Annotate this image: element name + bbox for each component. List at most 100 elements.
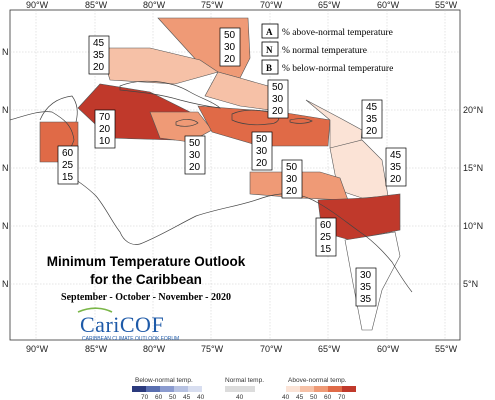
cb-normal (225, 386, 255, 392)
prob-n: 35 (390, 162, 402, 173)
lon-tick-bottom-90: 90°W (26, 344, 49, 354)
prob-b: 10 (99, 136, 111, 147)
prob-a: 60 (62, 148, 74, 159)
legend-b-letter: B (266, 63, 272, 73)
prob-a: 70 (99, 112, 111, 123)
puerto-rico-outline (289, 118, 313, 124)
map-title-line2: for the Caribbean (90, 272, 202, 287)
forecast-box-abc: 50 30 20 (281, 159, 303, 199)
lat-tick-left-2: N (2, 105, 9, 115)
south-america-outline (139, 193, 413, 293)
prob-a: 50 (286, 162, 298, 173)
legend-n-text: % normal temperature (282, 46, 367, 56)
cb-above-tick-5: 70 (338, 394, 346, 400)
prob-n: 30 (224, 42, 236, 53)
lon-tick-bottom-55: 55°W (435, 344, 458, 354)
prob-b: 20 (390, 174, 402, 185)
lon-tick-top-70: 70°W (260, 0, 283, 10)
prob-a: 45 (390, 150, 402, 161)
prob-n: 25 (320, 232, 332, 243)
cb-above-4 (328, 386, 342, 392)
prob-a: 50 (189, 138, 201, 149)
cb-above-tick-4: 60 (324, 394, 332, 400)
prob-b: 20 (256, 158, 268, 169)
lon-tick-bottom-85: 85°W (85, 344, 108, 354)
lon-ticks-top: 90°W 85°W 80°W 75°W 70°W 65°W 60°W 55°W (26, 0, 458, 10)
yucatan-outline (39, 95, 78, 123)
cb-below-tick-3: 50 (169, 394, 177, 400)
forecast-box-western-caribbean: 70 20 10 (94, 109, 116, 149)
lat-ticks-left: N N N N N (2, 47, 9, 289)
cb-below-tick-2: 60 (155, 394, 163, 400)
lat-tick-5: 5°N (463, 279, 478, 289)
cb-below-5 (188, 386, 202, 392)
forecast-box-trinidad: 60 25 15 (315, 217, 337, 257)
prob-b: 15 (320, 244, 332, 255)
colorbar-below-label: Below-normal temp. (135, 377, 193, 384)
cb-below-tick-4: 45 (183, 394, 191, 400)
lat-tick-left-3: N (2, 163, 9, 173)
lat-tick-10: 10°N (463, 221, 483, 231)
lon-tick-top-60: 60°W (377, 0, 400, 10)
prob-n: 30 (272, 94, 284, 105)
jamaica-outline (175, 119, 199, 127)
prob-b: 20 (189, 162, 201, 173)
lon-tick-top-55: 55°W (435, 0, 458, 10)
forecast-box-suriname: 30 35 35 (355, 267, 377, 307)
prob-n: 35 (366, 114, 378, 125)
cb-above-tick-1: 40 (282, 394, 290, 400)
cb-normal-tick: 40 (236, 394, 244, 400)
lon-tick-top-85: 85°W (85, 0, 108, 10)
lon-tick-top-75: 75°W (201, 0, 224, 10)
prob-n: 25 (62, 160, 74, 171)
forecast-box-windward: 45 35 20 (385, 147, 407, 187)
colorbar: Below-normal temp. Normal temp. Above-no… (132, 377, 356, 400)
forecast-box-leeward: 45 35 20 (361, 99, 383, 139)
lon-tick-bottom-80: 80°W (143, 344, 166, 354)
lon-tick-top-65: 65°W (318, 0, 341, 10)
cb-below-tick-1: 70 (141, 394, 149, 400)
lat-tick-15: 15°N (463, 163, 483, 173)
lon-tick-bottom-65: 65°W (318, 344, 341, 354)
prob-b: 20 (93, 62, 105, 73)
cb-below-tick-5: 40 (197, 394, 205, 400)
map-period: September - October - November - 2020 (61, 292, 231, 303)
lat-tick-left-5: N (2, 279, 9, 289)
colorbar-above-label: Above-normal temp. (288, 377, 347, 384)
prob-n: 30 (256, 146, 268, 157)
lon-tick-top-90: 90°W (26, 0, 49, 10)
prob-n: 30 (189, 150, 201, 161)
prob-n: 35 (360, 282, 372, 293)
cb-above-5 (342, 386, 356, 392)
prob-b: 20 (286, 186, 298, 197)
prob-n: 20 (99, 124, 111, 135)
prob-a: 45 (366, 102, 378, 113)
prob-a: 30 (360, 270, 372, 281)
cb-above-1 (286, 386, 300, 392)
lat-tick-left-4: N (2, 221, 9, 231)
forecast-box-belize: 60 25 15 (57, 145, 79, 185)
legend-a-text: % above-normal temperature (282, 28, 393, 38)
prob-a: 50 (224, 30, 236, 41)
caricof-logo: CariCOF CARIBBEAN CLIMATE OUTLOOK FORUM (77, 307, 179, 342)
prob-b: 20 (224, 54, 236, 65)
prob-n: 30 (286, 174, 298, 185)
cb-above-tick-3: 50 (310, 394, 318, 400)
anb-legend: A % above-normal temperature N % normal … (261, 23, 393, 75)
cb-below-4 (174, 386, 188, 392)
forecast-box-bahamas: 50 30 20 (219, 27, 241, 67)
hispaniola-outline (231, 109, 280, 126)
lat-tick-20: 20°N (463, 105, 483, 115)
legend-n-letter: N (266, 45, 273, 55)
forecast-box-jamaica: 50 30 20 (184, 135, 206, 175)
lat-tick-left-1: N (2, 47, 9, 57)
lon-tick-bottom-70: 70°W (260, 344, 283, 354)
lon-ticks-bottom: 90°W 85°W 80°W 75°W 70°W 65°W 60°W 55°W (26, 344, 458, 354)
prob-b: 15 (62, 172, 74, 183)
prob-a: 50 (256, 134, 268, 145)
prob-b: 20 (272, 106, 284, 117)
cuba-outline (119, 80, 221, 109)
cb-below-2 (146, 386, 160, 392)
cb-below-1 (132, 386, 146, 392)
